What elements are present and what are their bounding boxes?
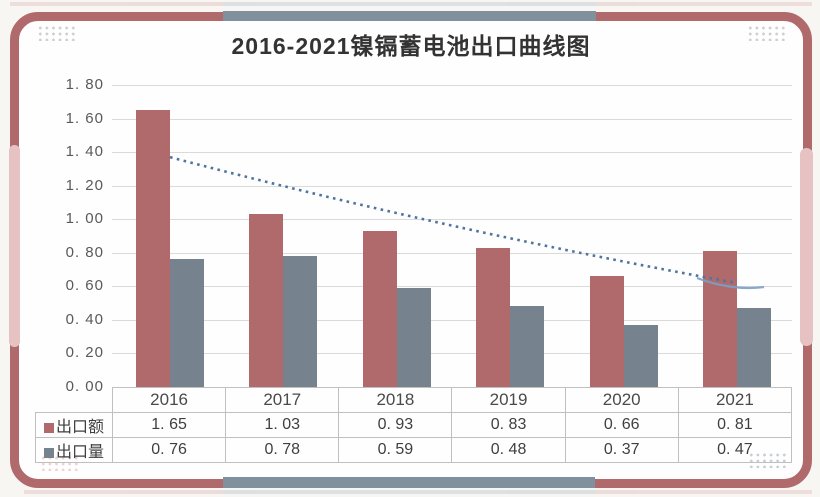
y-axis-label: 0. 00 — [65, 378, 104, 395]
legend-export-volume: 出口量 — [35, 437, 113, 463]
table-value-export-volume-2019: 0. 48 — [451, 437, 566, 463]
echo-segment-red — [10, 2, 224, 6]
gridline — [112, 319, 792, 321]
table-value-export-volume-2020: 0. 37 — [564, 437, 679, 463]
legend-label-export-value: 出口额 — [55, 419, 104, 436]
table-value-export-value-2019: 0. 83 — [451, 412, 566, 438]
bar-export-value-2018 — [362, 230, 397, 387]
dots-pattern-top-right — [747, 25, 785, 41]
bar-export-volume-2020 — [623, 324, 658, 387]
bar-export-value-2016 — [136, 110, 170, 387]
gridline — [112, 252, 792, 254]
legend-marker-export-volume — [43, 448, 54, 458]
dots-pattern-top-left — [37, 25, 75, 41]
y-axis-label: 0. 60 — [65, 277, 104, 295]
bar-export-volume-2017 — [283, 256, 318, 387]
y-axis-label: 0. 40 — [65, 310, 104, 328]
table-value-export-volume-2016: 0. 76 — [111, 437, 227, 463]
table-value-export-volume-2017: 0. 78 — [225, 437, 340, 463]
bar-export-volume-2021 — [737, 308, 771, 387]
top-accent-echo — [10, 2, 812, 6]
table-corner-blank — [36, 388, 113, 413]
bar-export-value-2017 — [249, 214, 284, 387]
table-year-2016: 2016 — [111, 387, 227, 413]
top-border-gray-segment — [223, 11, 596, 21]
echo-segment-red — [596, 2, 812, 6]
gridline — [112, 353, 792, 355]
echo-segment-red — [24, 490, 224, 494]
echo-segment-red — [595, 490, 812, 494]
gridline — [112, 286, 792, 288]
y-axis-label: 1. 40 — [65, 143, 104, 161]
gridline — [112, 118, 792, 120]
table-value-export-volume-2018: 0. 59 — [338, 437, 453, 463]
gridline — [112, 85, 792, 86]
table-year-2017: 2017 — [225, 387, 340, 413]
y-axis-label: 0. 80 — [65, 243, 104, 261]
y-axis-label: 0. 20 — [65, 344, 104, 362]
data-table: 2016 2017 2018 2019 2020 2021 出口额 1. 65 1. 03 0. … — [35, 387, 793, 463]
bar-export-value-2021 — [703, 251, 737, 387]
table-value-export-value-2017: 1. 03 — [225, 412, 340, 438]
gridline — [112, 219, 792, 221]
table-value-export-value-2016: 1. 65 — [111, 412, 227, 438]
y-axis-label: 1. 60 — [65, 109, 104, 127]
table-year-2021: 2021 — [677, 387, 793, 413]
gridline — [112, 185, 792, 187]
echo-segment-gray — [223, 2, 597, 6]
left-accent-pill — [9, 145, 20, 347]
right-accent-pill — [800, 148, 813, 346]
legend-marker-export-value — [43, 423, 54, 433]
y-axis-label: 1. 20 — [65, 176, 104, 194]
legend-label-export-volume: 出口量 — [55, 444, 104, 461]
chart-title: 2016-2021镍镉蓄电池出口曲线图 — [231, 33, 591, 59]
table-year-2020: 2020 — [564, 387, 679, 413]
echo-segment-gray — [223, 490, 596, 494]
bar-export-volume-2019 — [510, 306, 545, 387]
y-axis-label: 1. 80 — [65, 76, 104, 93]
table-year-2018: 2018 — [338, 387, 453, 413]
bar-export-value-2020 — [589, 276, 624, 387]
bottom-accent-echo — [24, 490, 812, 494]
gridline — [112, 152, 792, 154]
legend-export-value: 出口额 — [35, 412, 113, 438]
table-value-export-value-2018: 0. 93 — [338, 412, 453, 438]
table-year-2019: 2019 — [451, 387, 566, 413]
bottom-border-gray-segment — [223, 477, 595, 488]
bar-export-value-2019 — [476, 247, 511, 387]
table-value-export-value-2020: 0. 66 — [564, 412, 679, 438]
bar-export-volume-2018 — [396, 288, 431, 387]
y-axis-label: 1. 00 — [65, 210, 104, 228]
table-value-export-volume-2021: 0. 47 — [677, 437, 793, 463]
table-value-export-value-2021: 0. 81 — [677, 412, 793, 438]
bar-export-volume-2016 — [170, 259, 204, 387]
